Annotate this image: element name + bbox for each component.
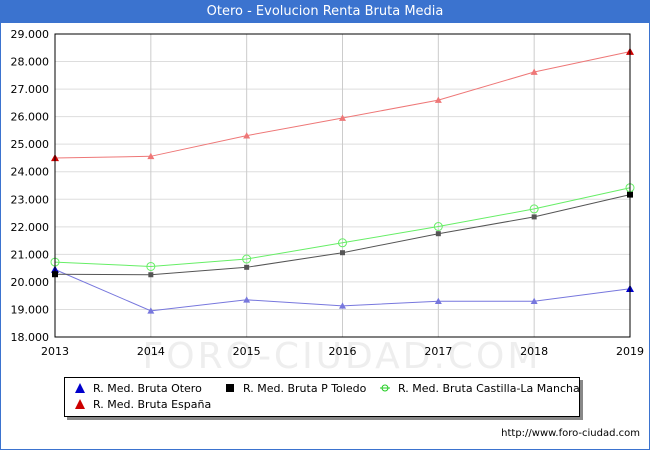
x-tick-label: 2014 <box>137 345 165 358</box>
x-tick-label: 2016 <box>329 345 357 358</box>
square-marker-icon <box>225 383 235 393</box>
y-tick-label: 20.000 <box>11 276 50 289</box>
triangle-marker-icon <box>75 383 85 393</box>
legend-item-otero: R. Med. Bruta Otero <box>75 382 202 396</box>
chart-title: Otero - Evolucion Renta Bruta Media <box>1 1 649 23</box>
data-point <box>530 68 538 75</box>
data-point <box>340 250 345 256</box>
y-tick-label: 18.000 <box>11 331 50 344</box>
y-tick-label: 22.000 <box>11 221 50 234</box>
legend-label: R. Med. Bruta Castilla-La Mancha <box>398 382 580 395</box>
series-3 <box>51 47 634 162</box>
series-2 <box>50 183 635 271</box>
y-tick-label: 23.000 <box>11 193 50 206</box>
data-point <box>147 307 155 314</box>
legend-label: R. Med. Bruta España <box>93 398 212 411</box>
data-point <box>244 264 250 270</box>
x-tick-label: 2015 <box>233 345 261 358</box>
watermark: FORO-CIUDAD.COM <box>143 336 542 377</box>
y-tick-label: 25.000 <box>11 138 50 151</box>
x-tick-label: 2017 <box>424 345 452 358</box>
y-axis-ticks: 18.000 19.000 20.000 21.000 22.000 23.000 24.0… <box>11 28 50 344</box>
data-point <box>242 254 252 264</box>
data-point <box>148 272 154 278</box>
data-point <box>146 261 156 271</box>
data-point <box>435 231 441 237</box>
data-point <box>339 302 346 309</box>
x-tick-label: 2019 <box>616 345 644 358</box>
y-tick-label: 21.000 <box>11 248 50 261</box>
data-point <box>243 132 251 139</box>
legend-label: R. Med. Bruta P Toledo <box>243 382 367 395</box>
data-point <box>529 204 539 214</box>
data-point <box>243 296 251 303</box>
circle-marker-icon <box>380 383 390 393</box>
triangle-marker-icon <box>75 399 85 409</box>
grid-lines <box>55 34 630 337</box>
data-point <box>530 297 538 304</box>
y-tick-label: 19.000 <box>11 303 50 316</box>
legend-item-castilla: R. Med. Bruta Castilla-La Mancha <box>380 382 580 396</box>
y-tick-label: 28.000 <box>11 56 50 69</box>
y-tick-label: 26.000 <box>11 111 50 124</box>
series-line <box>54 187 631 267</box>
legend-label: R. Med. Bruta Otero <box>93 382 202 395</box>
data-point <box>433 222 443 232</box>
y-tick-label: 27.000 <box>11 83 50 96</box>
series-group <box>50 47 635 314</box>
data-point <box>339 114 346 121</box>
x-tick-label: 2013 <box>41 345 69 358</box>
series-0 <box>51 265 634 314</box>
x-axis-ticks: 2013 2014 2015 2016 2017 2018 2019 <box>41 345 644 358</box>
plot-area-border <box>54 33 631 338</box>
data-point <box>338 238 347 248</box>
footer-url: http://www.foro-ciudad.com <box>501 428 640 439</box>
y-tick-label: 29.000 <box>11 28 50 41</box>
legend-item-espana: R. Med. Bruta España <box>75 398 211 412</box>
data-point <box>147 152 155 160</box>
x-tick-label: 2018 <box>520 345 548 358</box>
data-point <box>434 96 442 103</box>
data-point <box>434 297 442 304</box>
legend: R. Med. Bruta Otero R. Med. Bruta P Tole… <box>64 377 580 417</box>
y-tick-label: 24.000 <box>11 166 50 179</box>
legend-item-toledo: R. Med. Bruta P Toledo <box>225 382 366 396</box>
data-point <box>531 214 537 220</box>
